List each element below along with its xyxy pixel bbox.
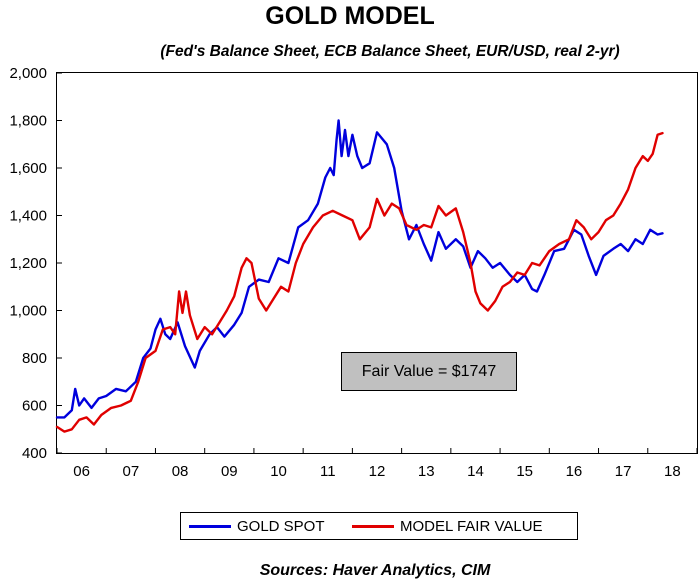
- x-tick-label: 15: [516, 463, 533, 480]
- x-axis: 06 07 08 09 10 11 12 13 14 15 16 17 18: [56, 448, 698, 480]
- x-tick-label: 14: [467, 463, 484, 480]
- x-tick-label: 11: [320, 463, 336, 480]
- x-tick-label: 12: [369, 463, 386, 480]
- chart-subtitle: (Fed's Balance Sheet, ECB Balance Sheet,…: [160, 43, 620, 60]
- y-axis: 400 600 800 1,000 1,200 1,400 1,600 1,800 2,000: [9, 65, 62, 462]
- x-tick-label: 09: [221, 463, 238, 480]
- x-tick-label: 13: [418, 463, 435, 480]
- legend-swatch-gold-spot: [189, 524, 231, 528]
- y-tick-label: 1,400: [9, 208, 47, 225]
- x-tick-label: 08: [172, 463, 189, 480]
- y-tick-label: 400: [22, 445, 47, 462]
- plot-frame: [56, 72, 698, 454]
- legend-label-gold-spot: GOLD SPOT: [237, 517, 325, 535]
- chart-legend: GOLD SPOT MODEL FAIR VALUE: [180, 512, 578, 540]
- x-tick-label: 10: [270, 463, 287, 480]
- legend-item-model-fair-value: MODEL FAIR VALUE: [352, 513, 543, 539]
- y-tick-label: 1,600: [9, 160, 47, 177]
- chart-title: GOLD MODEL: [265, 2, 435, 30]
- x-tick-label: 06: [73, 463, 90, 480]
- series-line-model-fair-value: [55, 131, 664, 433]
- legend-swatch-model-fair-value: [352, 524, 394, 528]
- x-tick-label: 18: [664, 463, 681, 480]
- series-layer: [55, 119, 664, 433]
- y-tick-label: 1,800: [9, 113, 47, 130]
- x-tick-label: 17: [615, 463, 632, 480]
- chart-source: Sources: Haver Analytics, CIM: [259, 562, 491, 579]
- series-line-gold-spot: [55, 119, 664, 419]
- x-tick-label: 16: [566, 463, 583, 480]
- x-tick-label: 07: [123, 463, 140, 480]
- y-tick-label: 800: [22, 350, 47, 367]
- y-tick-label: 2,000: [9, 65, 47, 82]
- y-tick-label: 1,200: [9, 255, 47, 272]
- y-tick-label: 600: [22, 398, 47, 415]
- fair-value-annotation: Fair Value = $1747: [341, 352, 517, 391]
- legend-label-model-fair-value: MODEL FAIR VALUE: [400, 517, 543, 535]
- y-tick-label: 1,000: [9, 303, 47, 320]
- legend-item-gold-spot: GOLD SPOT: [189, 513, 325, 539]
